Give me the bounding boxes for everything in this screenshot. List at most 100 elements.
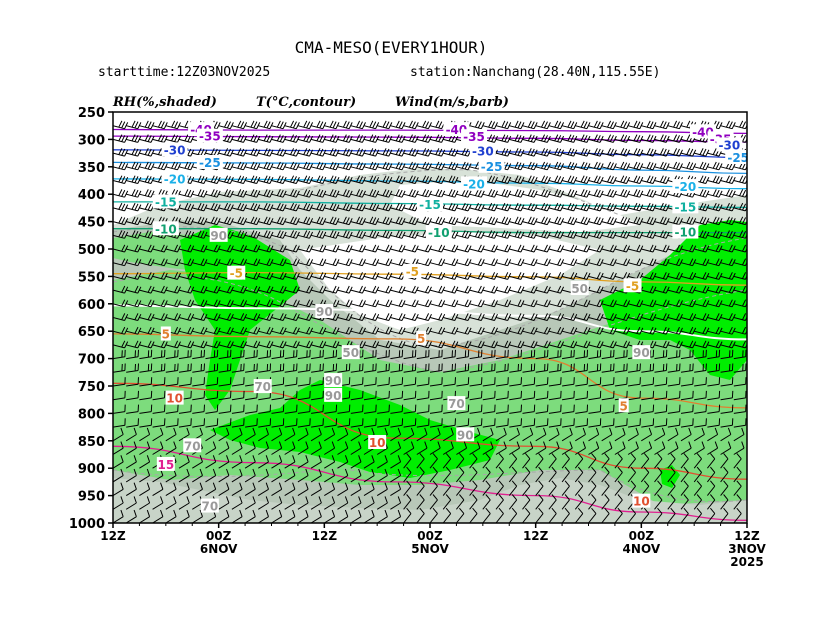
temp-contour-line	[113, 201, 747, 209]
wind-barb	[601, 427, 613, 442]
wind-barb	[152, 120, 168, 130]
wind-barb	[244, 468, 256, 483]
wind-barb	[548, 404, 562, 414]
wind-barb	[271, 377, 285, 387]
wind-barb	[297, 244, 314, 253]
wind-barb	[376, 468, 388, 483]
wind-barb	[350, 427, 362, 442]
wind-barb	[456, 161, 472, 171]
wind-barb	[231, 216, 248, 226]
wind-barb	[376, 482, 388, 497]
wind-barb	[720, 299, 736, 308]
wind-barb	[363, 509, 375, 523]
wind-barb	[324, 148, 340, 157]
wind-barb	[429, 418, 443, 428]
wind-barb	[654, 216, 670, 226]
wind-barb	[509, 258, 525, 267]
wind-barb	[231, 340, 248, 349]
wind-barb	[192, 244, 208, 253]
wind-barb	[733, 390, 747, 401]
wind-barb	[522, 441, 534, 455]
wind-barb	[271, 148, 287, 157]
wind-barb	[667, 427, 679, 442]
wind-barb	[403, 285, 419, 294]
wind-barb	[508, 494, 518, 510]
wind-barb	[456, 418, 470, 428]
wind-barb	[495, 258, 512, 267]
wind-barb	[205, 313, 221, 321]
wind-barb	[310, 427, 322, 442]
wind-barb	[310, 230, 327, 239]
rh-contours	[113, 169, 747, 503]
wind-barb	[377, 377, 390, 387]
wind-barb	[429, 313, 446, 321]
wind-barb	[707, 244, 723, 253]
wind-barb	[152, 482, 164, 497]
wind-barb	[165, 258, 181, 267]
wind-barb	[720, 230, 736, 239]
wind-barb	[139, 299, 155, 308]
wind-barb	[350, 272, 366, 280]
wind-barb	[231, 161, 248, 171]
wind-barb	[627, 313, 644, 321]
wind-barb	[693, 441, 705, 455]
wind-barb	[522, 466, 531, 483]
wind-barb	[535, 175, 551, 184]
wind-barb	[667, 453, 676, 469]
wind-barb	[588, 418, 602, 428]
wind-barb	[218, 455, 230, 469]
temp-contour-label: 5	[417, 332, 425, 346]
wind-barb	[139, 404, 153, 414]
rh-contour-label-bg	[632, 345, 651, 360]
wind-barb	[693, 494, 702, 510]
wind-barb	[152, 258, 168, 267]
wind-barb	[139, 175, 155, 184]
wind-barb	[350, 134, 366, 143]
wind-barb	[561, 216, 578, 226]
wind-barb	[139, 441, 151, 455]
wind-barb	[403, 507, 412, 523]
wind-barb	[680, 453, 689, 469]
wind-barb	[218, 340, 234, 349]
wind-barb	[680, 299, 697, 308]
wind-barb	[680, 313, 697, 321]
wind-barb	[535, 161, 551, 171]
wind-barb	[707, 441, 719, 455]
wind-barb	[641, 326, 657, 335]
wind-barb	[509, 340, 525, 349]
wind-barb	[482, 216, 498, 226]
wind-barb	[601, 272, 617, 280]
temp-contour-label-bg	[672, 199, 699, 214]
wind-barb	[733, 494, 742, 510]
wind-barb	[575, 148, 591, 157]
wind-barb	[443, 134, 459, 143]
wind-barb	[284, 509, 296, 523]
wind-barb	[126, 134, 142, 143]
wind-barb	[522, 390, 536, 401]
y-tick-label: 750	[78, 380, 105, 395]
wind-barb	[205, 468, 217, 483]
wind-barb	[178, 404, 192, 414]
wind-barb	[667, 244, 683, 253]
wind-barb	[495, 427, 507, 442]
wind-barb	[575, 313, 591, 321]
wind-barb	[152, 509, 164, 523]
y-tick-label: 350	[78, 161, 105, 176]
wind-barb	[337, 363, 351, 373]
wind-barb	[324, 230, 340, 239]
wind-barb	[337, 202, 353, 212]
wind-barb	[258, 272, 274, 280]
wind-barb	[562, 349, 575, 360]
wind-barb	[707, 299, 723, 308]
wind-barb	[667, 480, 676, 496]
wind-barb	[443, 363, 456, 373]
wind-barb	[614, 230, 631, 239]
wind-barb	[271, 272, 287, 280]
wind-barb	[469, 441, 481, 455]
wind-barb	[311, 418, 324, 428]
wind-barb	[324, 258, 340, 267]
wind-barb	[218, 216, 234, 226]
wind-barb	[126, 202, 142, 212]
wind-barb	[271, 285, 287, 294]
wind-barb	[588, 216, 604, 226]
